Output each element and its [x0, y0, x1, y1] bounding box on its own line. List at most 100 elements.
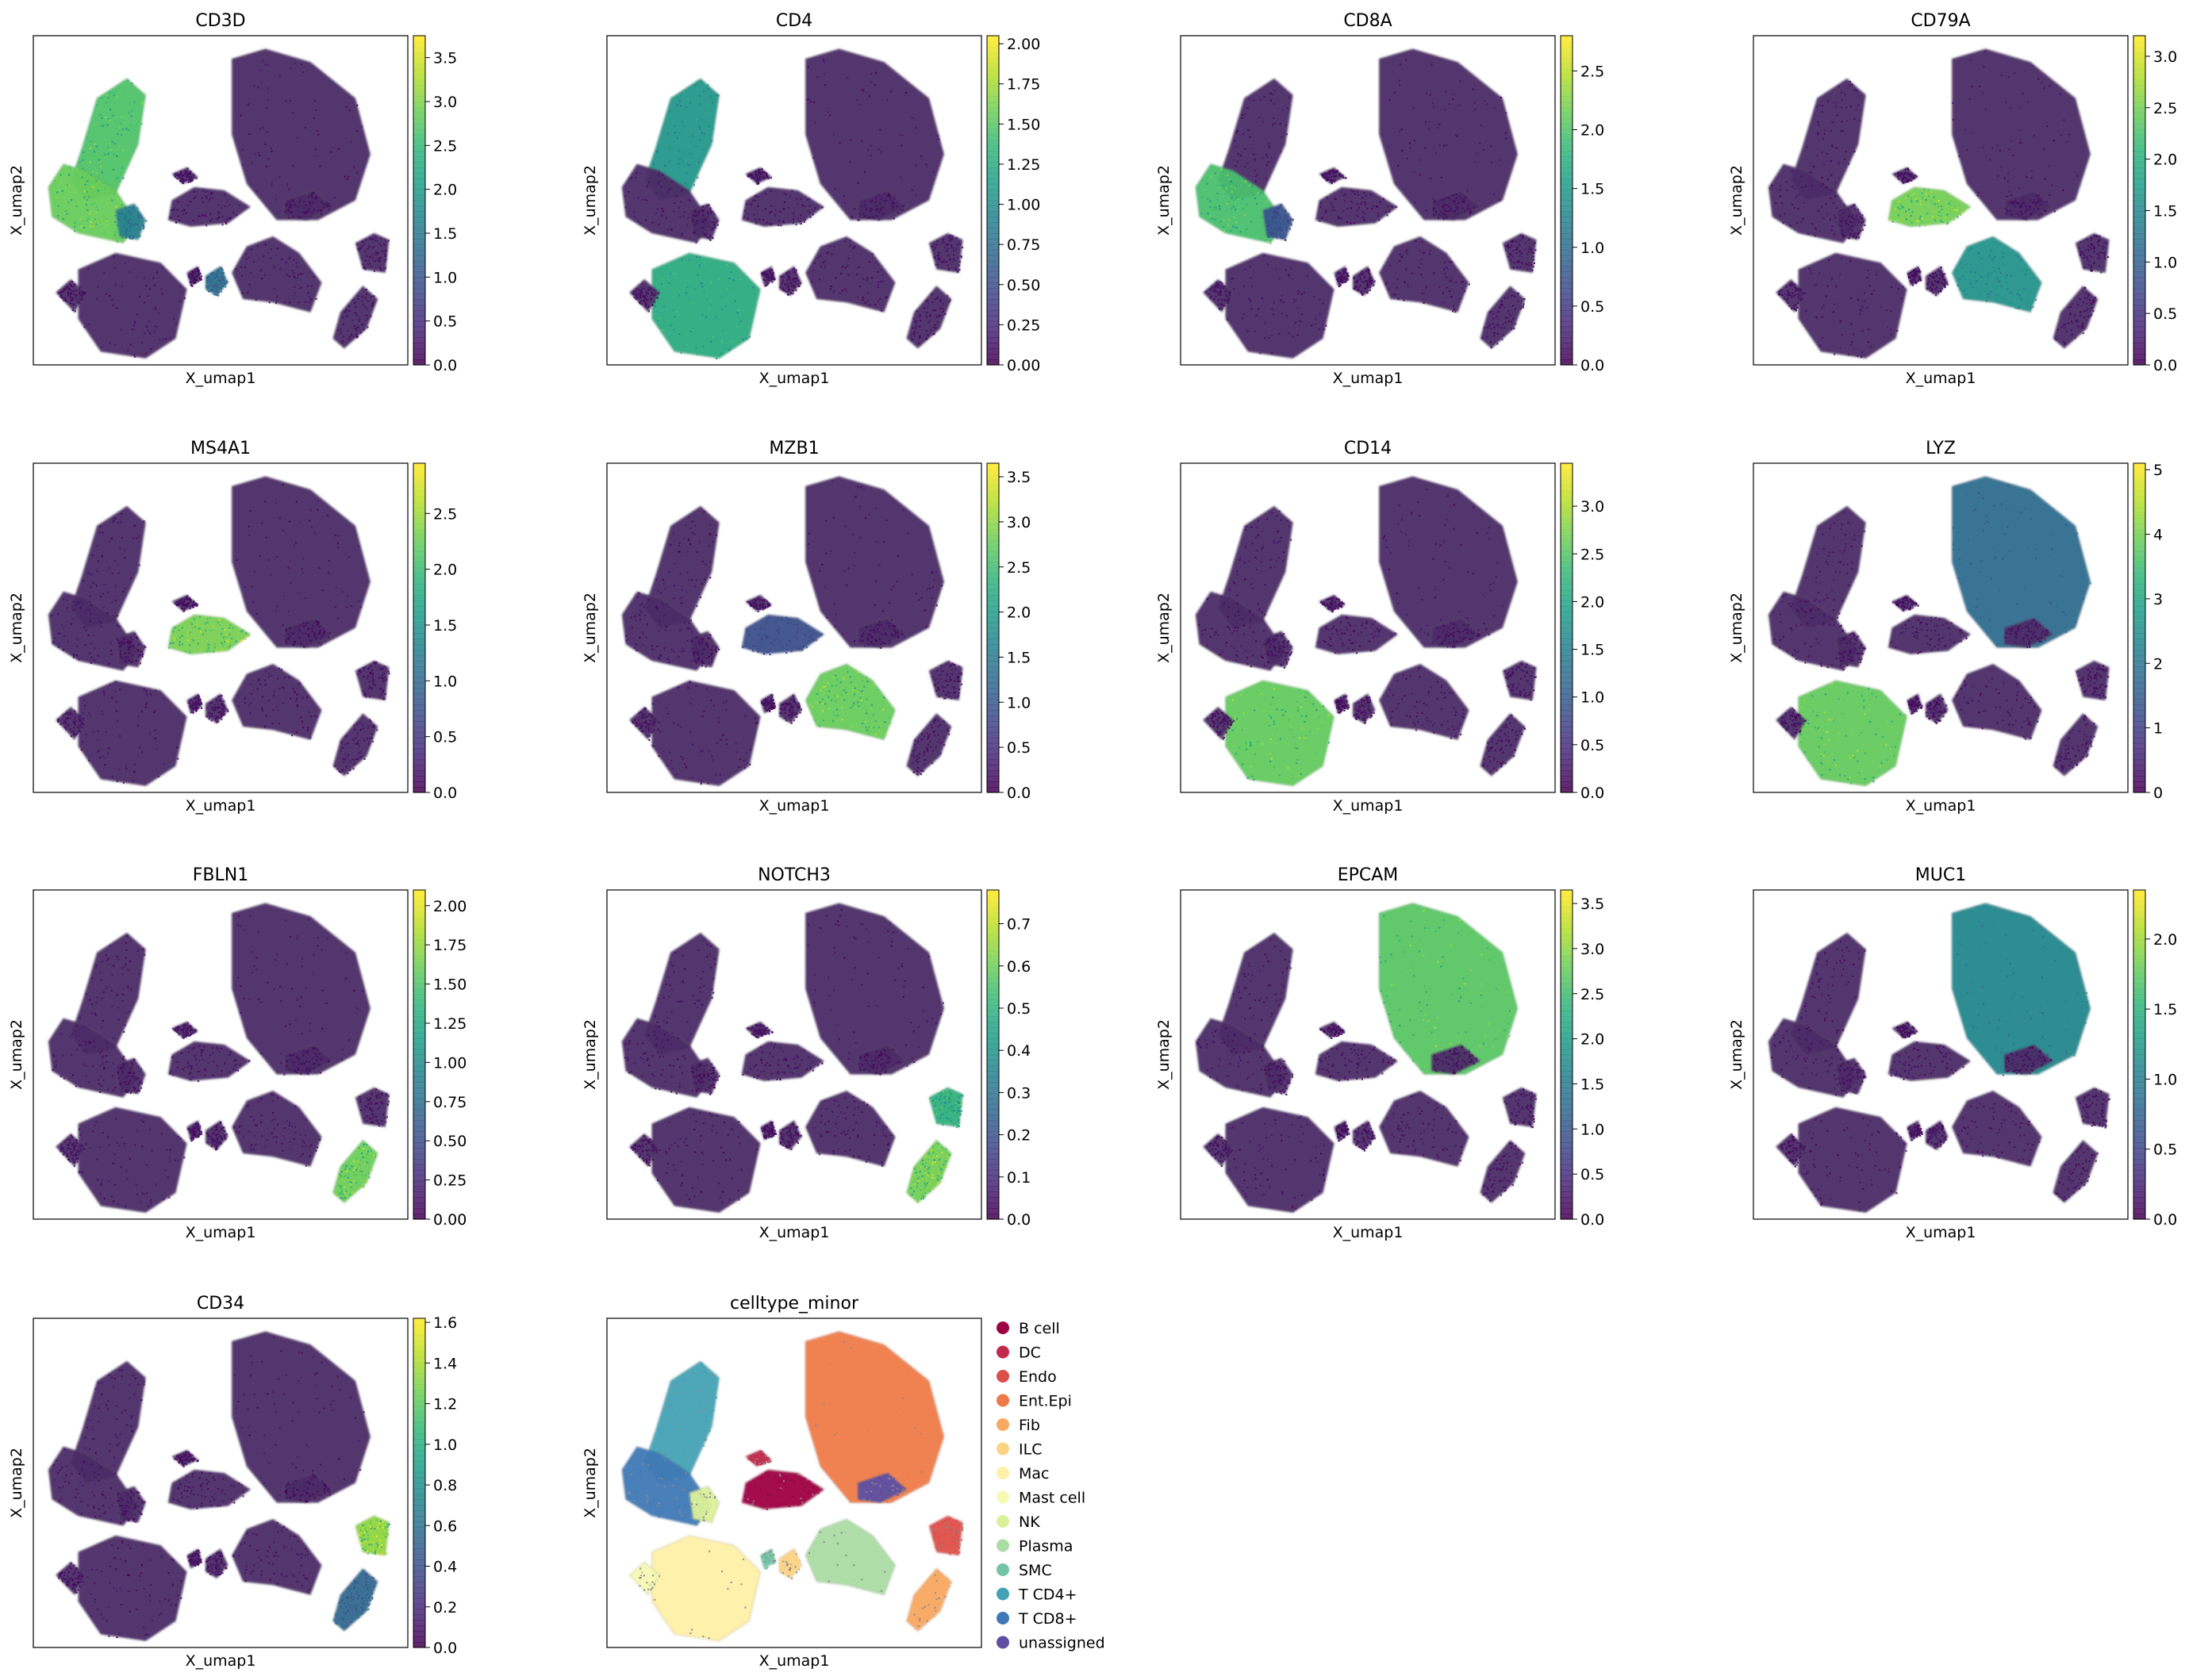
colorbar-tick-label: 1.75 — [433, 937, 467, 954]
colorbar-tick-label: 1.5 — [1580, 181, 1604, 198]
cluster-nk — [1262, 631, 1293, 668]
colorbar-tick-label: 2.0 — [1580, 593, 1604, 611]
colorbar-tick-label: 0.0 — [1580, 784, 1604, 802]
colorbar-tick-label: 0.0 — [1007, 1211, 1031, 1229]
panel-title: CD8A — [1343, 11, 1392, 31]
colorbar-tick-label: 1.75 — [1007, 76, 1040, 94]
colorbar-tick-label: 0.6 — [433, 1517, 457, 1535]
cluster-plasma — [805, 236, 896, 313]
cluster-plasma — [1378, 663, 1469, 740]
colorbar-tick-label: 0.00 — [433, 1211, 467, 1229]
colorbar: 0.0 0.2 0.4 0.6 0.8 1.0 1.2 1.4 1.6 — [413, 1314, 457, 1657]
colorbar-tick-label: 0.5 — [1007, 739, 1031, 757]
colorbar-tick-label: 2.5 — [2153, 100, 2177, 117]
colorbar-tick-label: 2.00 — [433, 898, 467, 915]
panel-title: MS4A1 — [190, 439, 251, 458]
colorbar-tick-label: 3.0 — [1007, 514, 1031, 531]
cluster-nk — [1262, 203, 1293, 240]
panel-title: EPCAM — [1338, 865, 1399, 885]
y-axis-label: X_umap2 — [8, 593, 25, 663]
cluster-mac — [651, 1535, 761, 1642]
cluster-ent-epi — [1378, 48, 1519, 221]
colorbar-tick-label: 0.0 — [1580, 357, 1604, 374]
cluster-mac — [78, 252, 187, 359]
colorbar-tick-label: 3.0 — [1580, 941, 1604, 958]
colorbar-tick-label: 1.0 — [1580, 689, 1604, 707]
colorbar-tick-label: 0.5 — [2153, 305, 2177, 323]
colorbar: 0.0 0.5 1.0 1.5 2.0 2.5 3.0 3.5 — [1560, 889, 1604, 1229]
colorbar-tick-label: 1.5 — [2153, 202, 2177, 220]
y-axis-label: X_umap2 — [1728, 1019, 1745, 1090]
cluster-fib — [1480, 712, 1526, 777]
cluster-plasma — [1378, 236, 1469, 313]
legend-label: B cell — [1019, 1320, 1060, 1337]
panel-epcam: EPCAM X_umap1 X_umap2 0.0 0.5 1.0 1.5 2.0 2.5 3.0… — [1155, 865, 1604, 1241]
cluster-fib — [2053, 712, 2099, 777]
panel-cd14: CD14 X_umap1 X_umap2 0.0 0.5 1.0 1.5 2.0 2.5 3.0 — [1155, 439, 1604, 815]
colorbar-tick-label: 3.5 — [1007, 469, 1031, 486]
colorbar-tick-label: 3.0 — [1580, 498, 1604, 516]
panel-cd8a: CD8A X_umap1 X_umap2 0.0 0.5 1.0 1.5 2.0 2.5 — [1155, 11, 1604, 387]
colorbar-tick-label: 2.5 — [1580, 63, 1604, 80]
colorbar-tick-label: 0.0 — [433, 357, 457, 374]
x-axis-label: X_umap1 — [186, 1224, 256, 1241]
cluster-b-cell — [167, 186, 252, 228]
colorbar-tick-label: 2.00 — [1007, 36, 1040, 53]
legend-label: Mast cell — [1019, 1490, 1085, 1507]
colorbar-tick-label: 0.0 — [2153, 1211, 2177, 1229]
colorbar-tick-label: 3.5 — [433, 50, 457, 67]
cluster-b-cell — [741, 614, 825, 655]
colorbar-tick-label: 4 — [2153, 527, 2163, 544]
colorbar-tick-label: 1.5 — [1580, 1076, 1604, 1093]
x-axis-label: X_umap1 — [186, 797, 256, 815]
cluster-unassigned — [283, 190, 334, 221]
panel-title: MUC1 — [1915, 865, 1966, 885]
colorbar-tick-label: 0.4 — [433, 1559, 457, 1576]
colorbar-tick-label: 1.0 — [1580, 240, 1604, 257]
colorbar-tick-label: 0.5 — [1007, 1000, 1031, 1018]
colorbar-tick-label: 0.5 — [2153, 1141, 2177, 1159]
panel-celltype-minor: celltype_minor X_umap1 X_umap2 B cell DC Endo… — [582, 1294, 1105, 1670]
colorbar-tick-label: 2.0 — [1007, 604, 1031, 622]
panel-title: CD79A — [1911, 11, 1970, 31]
y-axis-label: X_umap2 — [8, 165, 25, 236]
x-axis-label: X_umap1 — [759, 370, 830, 387]
y-axis-label: X_umap2 — [1155, 1019, 1173, 1090]
colorbar-tick-label: 0.7 — [1007, 916, 1031, 934]
colorbar-tick-label: 2.0 — [2153, 152, 2177, 169]
panel-title: LYZ — [1926, 439, 1956, 458]
legend-marker — [997, 1394, 1009, 1407]
cluster-plasma — [1378, 1090, 1469, 1167]
y-axis-label: X_umap2 — [582, 1448, 599, 1518]
colorbar-tick-label: 3.0 — [433, 94, 457, 111]
colorbar-tick-label: 0.8 — [433, 1477, 457, 1494]
legend-marker — [997, 1490, 1009, 1504]
colorbar-tick-label: 1.0 — [1007, 694, 1031, 712]
cluster-fib — [332, 1567, 378, 1632]
colorbar: 0.0 0.5 1.0 1.5 2.0 2.5 — [413, 462, 457, 802]
cluster-unassigned — [2003, 190, 2054, 221]
colorbar-tick-label: 3 — [2153, 591, 2163, 608]
x-axis-label: X_umap1 — [1333, 370, 1404, 387]
legend-label: Fib — [1019, 1417, 1040, 1434]
legend-label: Plasma — [1019, 1538, 1073, 1555]
legend-marker — [997, 1612, 1009, 1624]
colorbar-tick-label: 2.5 — [1580, 546, 1604, 563]
panel-title: NOTCH3 — [758, 865, 831, 885]
cluster-ent-epi — [1951, 476, 2091, 648]
cluster-ent-epi — [1951, 48, 2091, 221]
colorbar-tick-label: 1.25 — [1007, 156, 1040, 174]
cluster-mac — [651, 1107, 761, 1214]
cluster-b-cell — [741, 1469, 825, 1510]
y-axis-label: X_umap2 — [8, 1019, 25, 1090]
panel-mzb1: MZB1 X_umap1 X_umap2 0.0 0.5 1.0 1.5 2.0 2.5 3.0 3… — [582, 439, 1031, 815]
colorbar-tick-label: 0.75 — [1007, 236, 1040, 254]
y-axis-label: X_umap2 — [582, 593, 599, 663]
colorbar-tick-label: 0.2 — [433, 1599, 457, 1617]
colorbar-tick-label: 1.0 — [433, 269, 457, 286]
cluster-unassigned — [857, 190, 908, 221]
colorbar-tick-label: 1.2 — [433, 1396, 457, 1413]
colorbar: 0.00 0.25 0.50 0.75 1.00 1.25 1.50 1.75 2.00 — [413, 889, 467, 1229]
cluster-mac — [78, 680, 187, 787]
cluster-dc — [1891, 594, 1919, 612]
